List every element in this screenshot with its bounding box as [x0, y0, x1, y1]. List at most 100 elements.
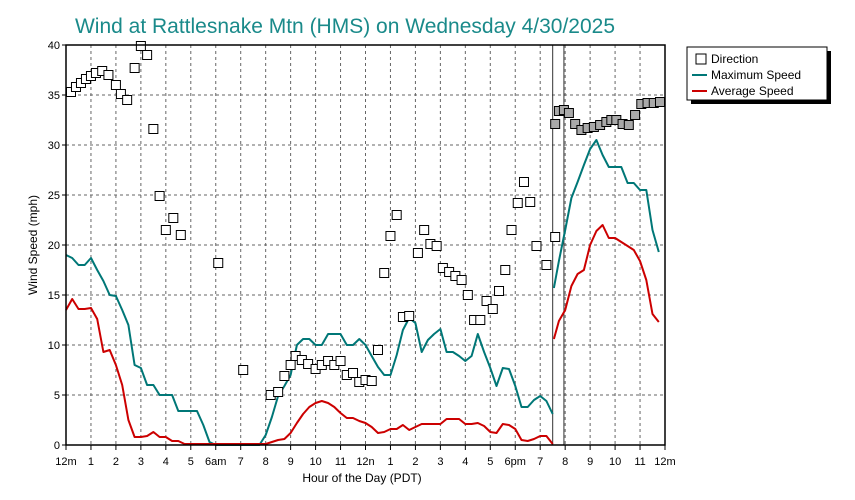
direction-point — [518, 177, 529, 187]
y-tick-label: 10 — [48, 340, 60, 352]
direction-point — [462, 290, 473, 300]
direction-point — [385, 231, 396, 241]
direction-point — [168, 213, 179, 223]
direction-point — [525, 197, 536, 207]
x-tick-label: 11 — [634, 456, 645, 468]
direction-point — [142, 50, 153, 60]
y-tick-label: 30 — [48, 140, 60, 152]
direction-point — [563, 108, 574, 118]
x-tick-label: 3 — [138, 456, 144, 468]
direction-point — [456, 275, 467, 285]
chart-title: Wind at Rattlesnake Mtn (HMS) on Wednesd… — [75, 15, 615, 38]
x-tick-label: 7 — [537, 456, 543, 468]
direction-point — [279, 371, 290, 381]
direction-point — [122, 95, 133, 105]
x-tick-label: 3 — [437, 456, 443, 468]
direction-point — [419, 225, 430, 235]
x-tick-label: 8 — [263, 456, 269, 468]
direction-point — [115, 89, 126, 99]
x-tick-label: 4 — [163, 456, 169, 468]
x-tick-label: 11 — [335, 456, 346, 468]
direction-point — [379, 268, 390, 278]
legend-direction-symbol — [695, 53, 707, 65]
y-axis-label: Wind Speed (mph) — [26, 195, 40, 295]
direction-point — [135, 41, 146, 51]
x-tick-label: 2 — [113, 456, 119, 468]
direction-point — [512, 198, 523, 208]
y-tick-label: 25 — [48, 190, 60, 202]
x-tick-label: 6am — [205, 456, 226, 468]
x-tick-label: 10 — [309, 456, 321, 468]
x-tick-label: 8 — [562, 456, 568, 468]
y-tick-label: 15 — [48, 290, 60, 302]
x-axis-ticks: 12m 1 2 3 4 5 6am 7 8 9 10 11 12n 1 2 3 4 5 6pm 7 8 9 10 11 12m — [55, 445, 676, 468]
x-tick-label: 10 — [609, 456, 621, 468]
series-line-maximum-speed — [65, 254, 554, 446]
x-tick-label: 2 — [412, 456, 418, 468]
x-tick-label: 12m — [654, 456, 675, 468]
direction-point — [238, 365, 249, 375]
y-axis-ticks: 0 5 10 15 20 25 30 35 40 — [48, 40, 66, 452]
direction-point — [655, 97, 666, 107]
direction-point — [623, 120, 634, 130]
direction-point — [404, 311, 415, 321]
x-tick-label: 9 — [288, 456, 294, 468]
direction-point — [570, 119, 581, 129]
legend-avg-speed-label: Average Speed — [711, 84, 794, 98]
direction-point — [335, 356, 346, 366]
direction-point — [391, 210, 402, 220]
y-tick-label: 0 — [54, 440, 60, 452]
direction-point — [550, 119, 561, 129]
direction-point — [412, 248, 423, 258]
x-tick-label: 7 — [238, 456, 244, 468]
direction-point — [103, 70, 114, 80]
direction-point — [372, 345, 383, 355]
direction-point — [175, 230, 186, 240]
x-tick-label: 6pm — [505, 456, 526, 468]
direction-point — [494, 286, 505, 296]
x-tick-label: 1 — [387, 456, 393, 468]
direction-point — [475, 315, 486, 325]
direction-point — [431, 241, 442, 251]
direction-point — [481, 296, 492, 306]
x-tick-label: 12n — [356, 456, 374, 468]
series-line-average-speed — [65, 298, 554, 445]
direction-point — [500, 265, 511, 275]
series-lines — [65, 139, 660, 446]
direction-point — [110, 80, 121, 90]
direction-point — [541, 260, 552, 270]
series-line-average-speed-after-marker — [552, 224, 660, 340]
direction-point — [487, 304, 498, 314]
legend-direction-label: Direction — [711, 52, 758, 66]
y-tick-label: 5 — [54, 390, 60, 402]
legend-box — [686, 46, 828, 101]
direction-point — [348, 368, 359, 378]
x-tick-label: 1 — [88, 456, 94, 468]
x-tick-label: 12m — [55, 456, 76, 468]
direction-point — [285, 360, 296, 370]
x-axis-label: Hour of the Day (PDT) — [302, 471, 421, 485]
direction-point — [550, 232, 561, 242]
direction-point — [160, 225, 171, 235]
direction-point — [129, 63, 140, 73]
x-tick-label: 5 — [487, 456, 493, 468]
y-tick-label: 40 — [48, 40, 60, 52]
direction-point — [148, 124, 159, 134]
direction-point — [273, 387, 284, 397]
y-tick-label: 20 — [48, 240, 60, 252]
x-tick-label: 4 — [462, 456, 468, 468]
direction-point — [366, 376, 377, 386]
legend: Direction Maximum Speed Average Speed — [686, 46, 831, 104]
series-line-maximum-speed-after-marker — [552, 139, 660, 289]
x-tick-label: 5 — [188, 456, 194, 468]
direction-points — [65, 41, 666, 400]
direction-point — [506, 225, 517, 235]
legend-max-speed-label: Maximum Speed — [711, 68, 801, 82]
direction-point — [630, 110, 641, 120]
direction-point — [531, 241, 542, 251]
y-tick-label: 35 — [48, 90, 60, 102]
x-tick-label: 9 — [587, 456, 593, 468]
direction-point — [213, 258, 224, 268]
direction-point — [154, 191, 165, 201]
